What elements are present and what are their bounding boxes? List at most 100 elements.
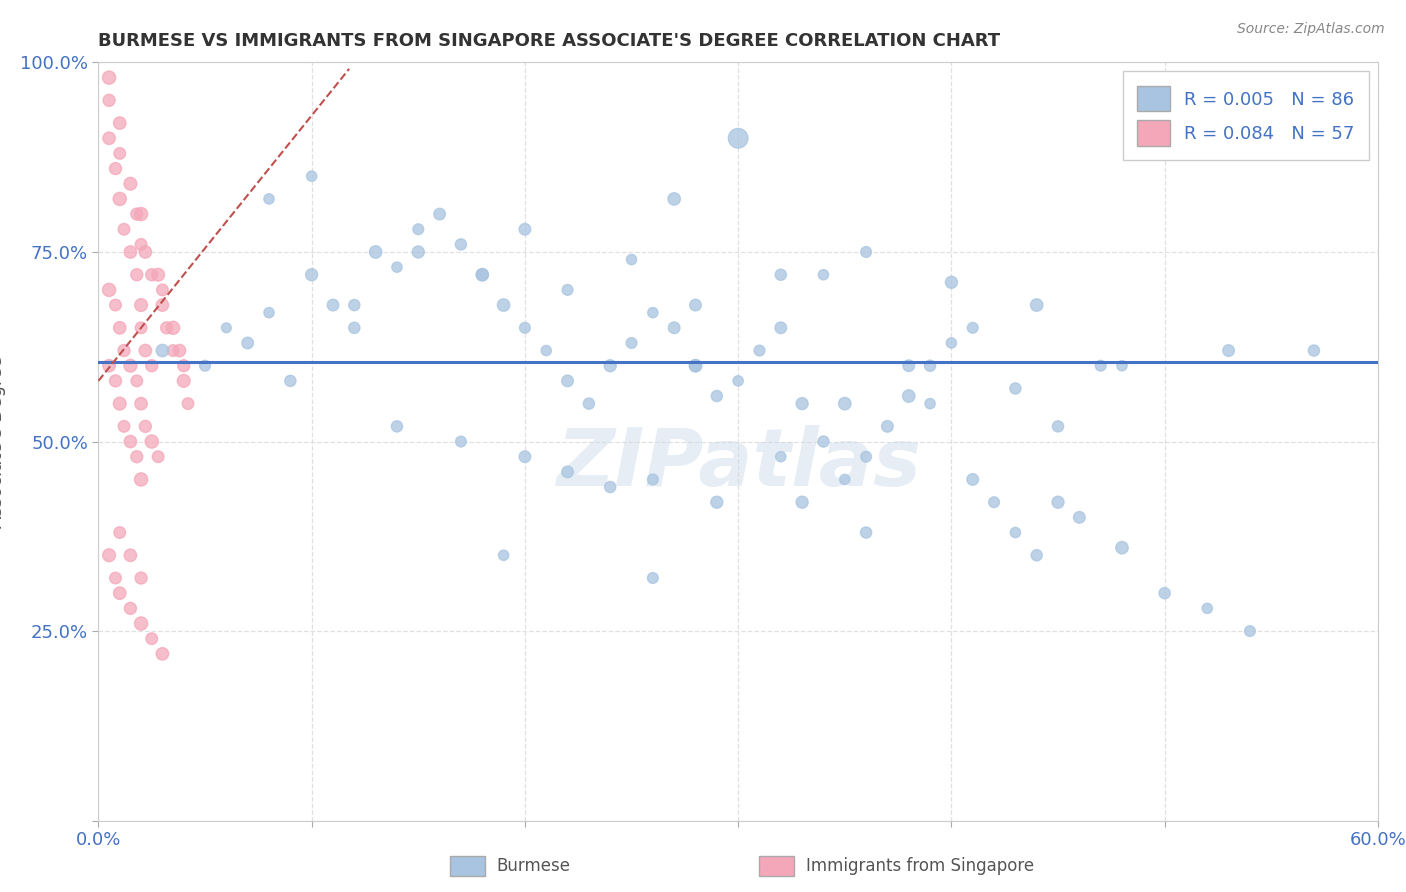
Point: [98, 359, 121, 373]
Point: [120, 601, 142, 615]
Point: [557, 465, 579, 479]
Point: [146, 268, 169, 282]
Point: [408, 244, 430, 259]
Point: [322, 298, 344, 312]
Point: [941, 335, 963, 350]
Point: [1111, 359, 1133, 373]
Point: [129, 298, 152, 312]
Point: [278, 374, 301, 388]
Text: Burmese: Burmese: [496, 857, 571, 875]
Point: [104, 298, 127, 312]
Point: [834, 396, 856, 410]
Point: [1090, 359, 1112, 373]
Point: [236, 335, 259, 350]
Point: [599, 480, 621, 494]
Point: [129, 396, 152, 410]
Point: [112, 222, 135, 236]
Point: [813, 268, 835, 282]
Point: [162, 343, 184, 358]
Point: [112, 419, 135, 434]
Point: [169, 343, 191, 358]
Point: [1069, 510, 1091, 524]
Point: [492, 298, 515, 312]
Point: [429, 207, 451, 221]
Point: [108, 116, 131, 130]
Point: [685, 298, 707, 312]
Point: [129, 320, 152, 334]
Text: Source: ZipAtlas.com: Source: ZipAtlas.com: [1237, 22, 1385, 37]
Point: [173, 374, 195, 388]
Point: [769, 320, 792, 334]
Point: [129, 473, 152, 487]
Point: [1302, 343, 1324, 358]
Point: [301, 268, 323, 282]
Point: [855, 450, 877, 464]
Point: [620, 252, 643, 267]
Point: [1239, 624, 1261, 639]
Point: [534, 343, 557, 358]
Point: [141, 632, 163, 646]
Legend: R = 0.005   N = 86, R = 0.084   N = 57: R = 0.005 N = 86, R = 0.084 N = 57: [1122, 71, 1369, 161]
Point: [177, 396, 200, 410]
Point: [108, 525, 131, 540]
Point: [134, 343, 156, 358]
Point: [364, 244, 387, 259]
Point: [146, 450, 169, 464]
Point: [641, 473, 664, 487]
Point: [98, 70, 121, 85]
Point: [156, 320, 179, 334]
Point: [129, 207, 152, 221]
Point: [897, 389, 920, 403]
Point: [641, 305, 664, 319]
Point: [343, 320, 366, 334]
Point: [1046, 495, 1069, 509]
Point: [141, 434, 163, 449]
Point: [962, 473, 984, 487]
Point: [134, 244, 156, 259]
Point: [813, 434, 835, 449]
Point: [641, 571, 664, 585]
Point: [152, 343, 174, 358]
Point: [104, 374, 127, 388]
Point: [727, 374, 749, 388]
Point: [1025, 298, 1047, 312]
Point: [385, 260, 408, 275]
Point: [664, 320, 686, 334]
Point: [257, 192, 280, 206]
Point: [685, 359, 707, 373]
Point: [727, 131, 749, 145]
Point: [98, 131, 121, 145]
Point: [108, 320, 131, 334]
Point: [301, 169, 323, 184]
Point: [408, 222, 430, 236]
Point: [1004, 382, 1026, 396]
Point: [194, 359, 217, 373]
Point: [685, 359, 707, 373]
Point: [152, 647, 174, 661]
Point: [855, 244, 877, 259]
Point: [941, 275, 963, 289]
Point: [215, 320, 238, 334]
Point: [620, 335, 643, 350]
Point: [513, 222, 536, 236]
Point: [450, 434, 472, 449]
Point: [104, 161, 127, 176]
Point: [108, 396, 131, 410]
Point: [98, 94, 121, 108]
Point: [790, 396, 813, 410]
Point: [769, 450, 792, 464]
Text: Immigrants from Singapore: Immigrants from Singapore: [806, 857, 1033, 875]
Point: [129, 616, 152, 631]
Point: [385, 419, 408, 434]
Point: [104, 571, 127, 585]
Point: [769, 268, 792, 282]
Point: [450, 237, 472, 252]
Point: [557, 374, 579, 388]
Point: [706, 389, 728, 403]
Text: BURMESE VS IMMIGRANTS FROM SINGAPORE ASSOCIATE'S DEGREE CORRELATION CHART: BURMESE VS IMMIGRANTS FROM SINGAPORE ASS…: [98, 32, 1001, 50]
Point: [492, 548, 515, 563]
Point: [962, 320, 984, 334]
Point: [125, 207, 148, 221]
Y-axis label: Associate's Degree: Associate's Degree: [0, 355, 6, 528]
Point: [557, 283, 579, 297]
